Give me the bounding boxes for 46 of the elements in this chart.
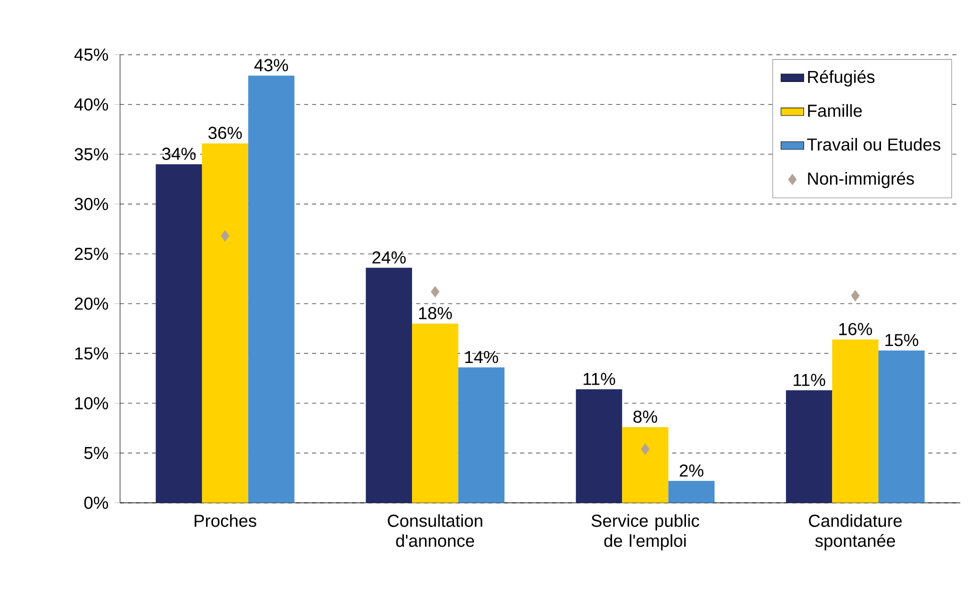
bar [786, 390, 832, 503]
x-tick-label: Candidature spontanée [808, 514, 902, 550]
bar [668, 480, 715, 503]
legend-label: Famille [808, 104, 862, 117]
data-label: 11% [794, 374, 826, 386]
bar [248, 76, 294, 503]
bar [576, 389, 622, 503]
point [220, 230, 230, 242]
y-tick-label: 20% [74, 298, 108, 310]
x-tick-label: Service public de l'emploi [592, 514, 700, 550]
point [851, 290, 860, 302]
y-tick-label: 35% [74, 148, 108, 160]
data-label: 14% [465, 351, 498, 364]
bar [832, 340, 878, 503]
data-label: 11% [584, 372, 616, 386]
bar [878, 350, 925, 503]
bar [458, 367, 504, 503]
data-label: 15% [885, 334, 918, 346]
point [430, 286, 440, 298]
x-tick-label: Proches [194, 514, 256, 528]
y-tick-label: 15% [75, 347, 108, 360]
data-label: 2% [680, 464, 704, 477]
legend-label: Réfugiés [808, 70, 875, 87]
legend-label: Travail ou Etudes [807, 138, 940, 151]
y-tick-label: 10% [75, 397, 108, 410]
bar [202, 143, 248, 503]
x-tick-label: Consultation d'annonce [388, 514, 482, 548]
y-tick-label: 30% [74, 198, 108, 210]
y-tick-label: 45% [74, 48, 108, 61]
data-label: 34% [162, 148, 196, 160]
y-tick-label: 5% [84, 447, 108, 460]
data-label: 43% [254, 59, 288, 72]
point [640, 444, 650, 455]
y-tick-label: 0% [84, 496, 108, 510]
bar [156, 164, 202, 503]
bar [412, 324, 458, 503]
y-tick-label: 25% [74, 248, 108, 260]
bar [366, 268, 412, 503]
y-tick-label: 40% [74, 98, 108, 111]
legend-label: Non-immigrés [808, 172, 914, 188]
data-label: 16% [839, 323, 872, 336]
data-label: 8% [633, 410, 658, 423]
data-label: 18% [419, 307, 452, 320]
bar [622, 427, 668, 503]
data-label: 24% [372, 251, 406, 264]
data-label: 36% [208, 126, 242, 140]
